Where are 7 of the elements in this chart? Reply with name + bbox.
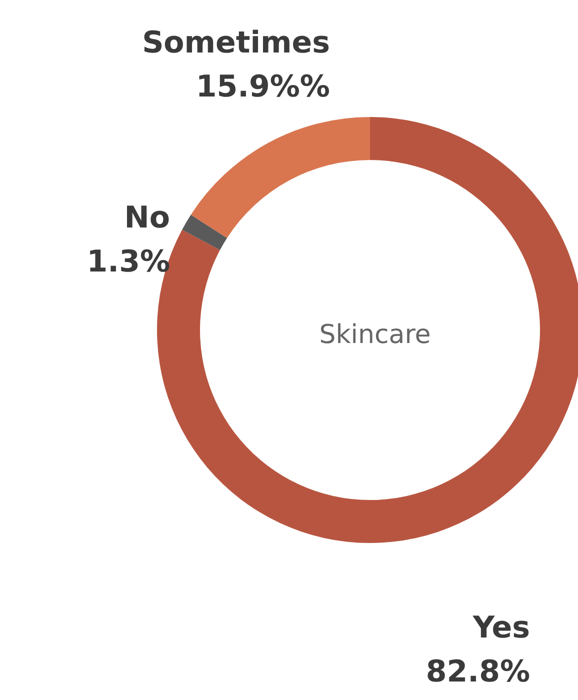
slice-label: Sometimes [142,26,330,60]
data-label: 15.9%% [196,70,330,104]
slice-label: No [124,200,170,236]
text: Skincare [319,320,431,350]
data-label: 1.3% [86,244,170,280]
slice-label: Yes [472,610,530,646]
data-label: 82.8% [426,654,530,690]
